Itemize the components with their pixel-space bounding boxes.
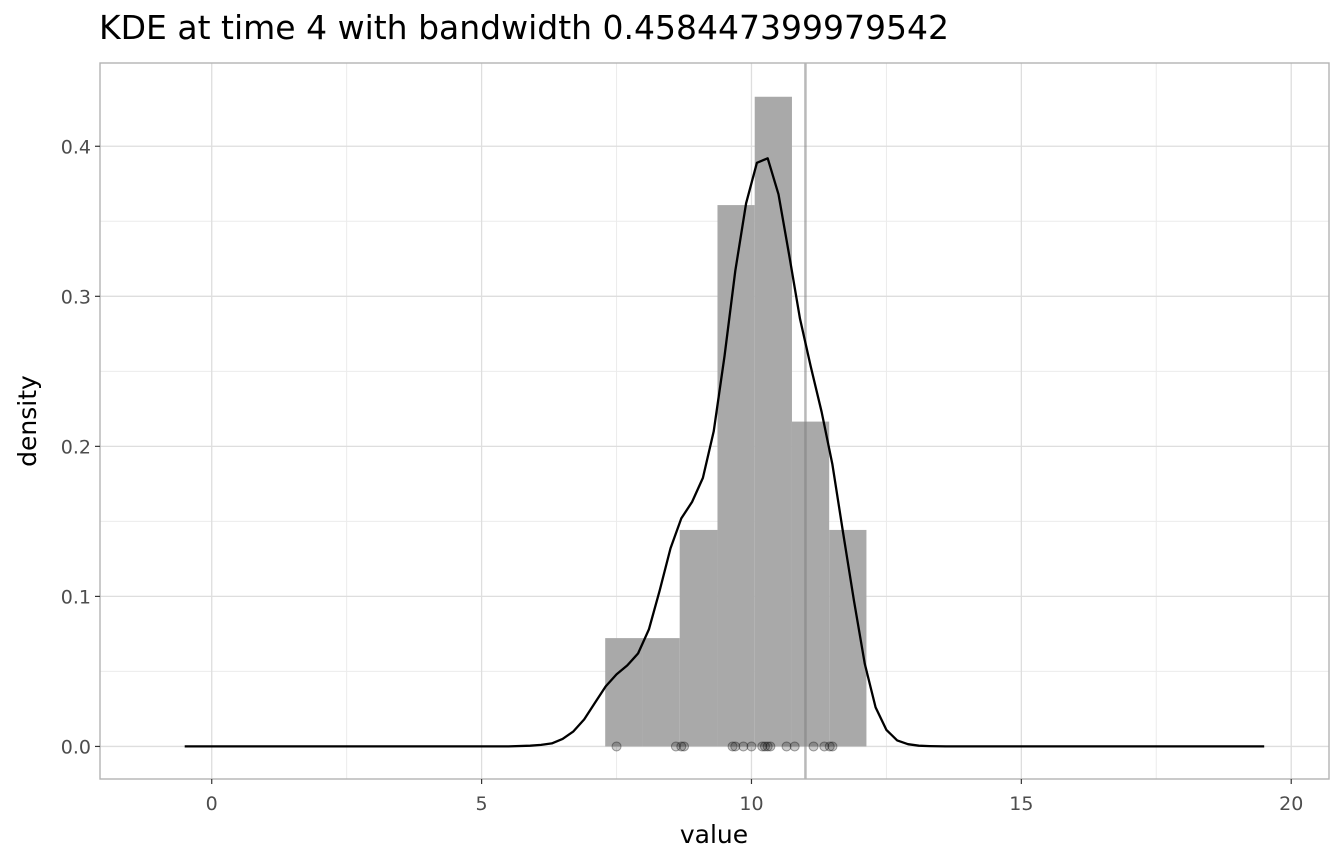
x-axis-title: value <box>680 820 748 849</box>
observation-point <box>808 741 819 752</box>
x-tick-label: 15 <box>1009 793 1033 815</box>
observation-point <box>746 741 757 752</box>
x-tick-label: 20 <box>1279 793 1303 815</box>
y-axis-title: density <box>13 375 42 467</box>
x-tick-label: 10 <box>739 793 763 815</box>
x-tick-label: 0 <box>206 793 218 815</box>
histogram-bar <box>791 421 830 747</box>
y-tick-label: 0.4 <box>61 136 91 158</box>
observation-point <box>827 741 838 752</box>
observation-point <box>759 741 770 752</box>
y-tick-label: 0.1 <box>61 586 91 608</box>
observation-point <box>611 741 622 752</box>
y-axis-ticks: 0.0 0.1 0.2 0.3 0.4 <box>61 136 100 758</box>
x-tick-label: 5 <box>476 793 488 815</box>
observation-point <box>757 741 768 752</box>
plot-border <box>99 62 1330 780</box>
observation-point <box>819 741 830 752</box>
observation-point <box>781 741 792 752</box>
observation-point <box>765 741 776 752</box>
observation-point <box>679 741 690 752</box>
x-axis-ticks: 0 5 10 15 20 <box>206 779 1303 815</box>
histogram-bar <box>642 638 680 747</box>
chart-title: KDE at time 4 with bandwidth 0.458447399… <box>99 8 949 47</box>
histogram-bar <box>717 205 755 747</box>
histogram-bar <box>754 96 792 747</box>
y-tick-label: 0.2 <box>61 436 91 458</box>
y-tick-label: 0.0 <box>61 736 91 758</box>
observation-point <box>824 741 835 752</box>
observation-point <box>730 741 741 752</box>
histogram-bars <box>605 96 867 747</box>
y-tick-label: 0.3 <box>61 286 91 308</box>
kde-curve-group <box>184 157 1265 748</box>
observation-point <box>762 741 773 752</box>
histogram-bar <box>679 529 718 747</box>
observation-point <box>738 741 749 752</box>
observation-points <box>611 741 838 752</box>
kde-curve <box>184 157 1265 748</box>
observation-point <box>727 741 738 752</box>
observation-point <box>789 741 800 752</box>
observation-point <box>676 741 687 752</box>
observation-point <box>670 741 681 752</box>
minor-gridlines <box>100 63 1329 779</box>
